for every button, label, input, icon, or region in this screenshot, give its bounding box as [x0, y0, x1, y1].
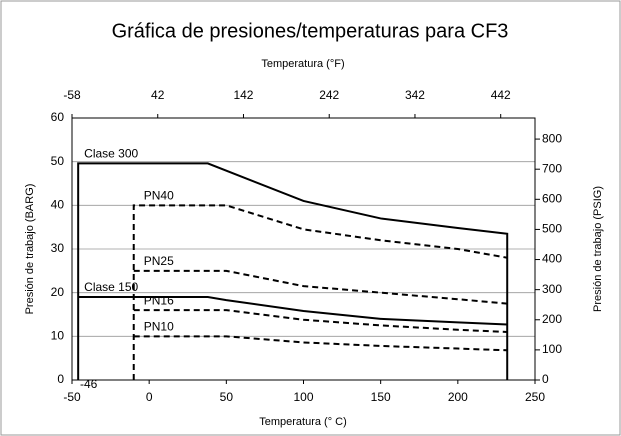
x-tick-label: 0 — [146, 390, 153, 404]
y2-tick-label: 800 — [542, 131, 562, 145]
x2-tick-label: 242 — [319, 88, 339, 102]
series-line — [78, 296, 508, 326]
series-label: PN25 — [144, 254, 174, 268]
y-tick-label: 60 — [51, 110, 65, 124]
y2-tick-label: 300 — [542, 282, 562, 296]
y2-tick-label: 200 — [542, 312, 562, 326]
y-tick-label: 50 — [51, 154, 65, 168]
y2-tick-label: 400 — [542, 252, 562, 266]
series-line — [133, 335, 508, 352]
y-tick-label: 0 — [57, 372, 64, 386]
y2-tick-label: 500 — [542, 222, 562, 236]
x-tick-label: 250 — [525, 390, 545, 404]
y-tick-label: 20 — [51, 285, 65, 299]
x-tick-label: 50 — [220, 390, 234, 404]
y2-tick-label: 600 — [542, 191, 562, 205]
series-label: Clase 150 — [84, 280, 138, 294]
y-tick-label: 30 — [51, 241, 65, 255]
y2-axis-label: Presión de trabajo (PSIG) — [592, 186, 604, 312]
x2-tick-label: -58 — [63, 88, 81, 102]
y2-tick-label: 700 — [542, 161, 562, 175]
x2-tick-label: 342 — [405, 88, 425, 102]
annotation: -46 — [80, 377, 98, 391]
x2-tick-label: 142 — [233, 88, 253, 102]
x-axis-label: Temperatura (° C) — [259, 416, 347, 428]
y2-tick-label: 0 — [542, 372, 549, 386]
series-label: PN40 — [144, 189, 174, 203]
series-line — [133, 269, 508, 305]
series-label: Clase 300 — [84, 147, 138, 161]
series-line — [133, 309, 508, 333]
x-tick-label: -50 — [63, 390, 81, 404]
y-axis-label: Presión de trabajo (BARG) — [24, 184, 36, 315]
chart-title: Gráfica de presiones/temperaturas para C… — [112, 20, 509, 42]
plot-frame — [71, 117, 536, 381]
series-label: PN16 — [144, 293, 174, 307]
series-line — [77, 162, 509, 380]
y-tick-label: 10 — [51, 329, 65, 343]
y2-tick-label: 100 — [542, 342, 562, 356]
x-tick-label: 200 — [448, 390, 468, 404]
x2-axis-label: Temperatura (°F) — [261, 58, 344, 70]
x-tick-label: 150 — [371, 390, 391, 404]
series-line — [132, 204, 508, 380]
x2-tick-label: 442 — [491, 88, 511, 102]
y-tick-label: 40 — [51, 198, 65, 212]
x2-tick-label: 42 — [151, 88, 165, 102]
series-label: PN10 — [144, 320, 174, 334]
x-tick-label: 100 — [293, 390, 313, 404]
